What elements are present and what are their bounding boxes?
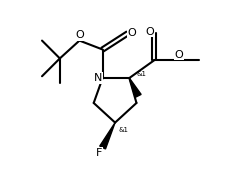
Text: &1: &1	[119, 127, 129, 133]
Polygon shape	[129, 78, 141, 97]
Text: O: O	[175, 50, 184, 60]
Text: &1: &1	[136, 71, 147, 77]
Text: O: O	[75, 30, 84, 40]
Text: O: O	[128, 28, 136, 39]
Text: N: N	[94, 73, 102, 83]
Text: F: F	[96, 148, 102, 158]
Text: O: O	[146, 27, 154, 37]
Polygon shape	[100, 123, 115, 149]
